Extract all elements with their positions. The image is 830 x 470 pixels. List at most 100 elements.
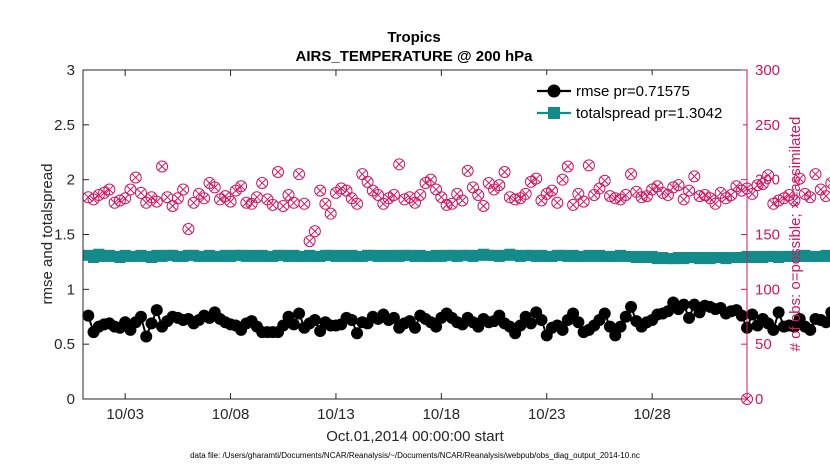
y-left-tick-label: 2	[67, 172, 75, 189]
obs-point-circle	[314, 184, 327, 197]
rmse-point	[767, 323, 780, 336]
obs-point-cross	[437, 193, 446, 202]
obs-point-cross	[268, 200, 277, 209]
obs-point	[477, 199, 490, 212]
obs-point	[804, 191, 817, 204]
obs-point-circle	[656, 186, 669, 199]
obs-point	[351, 197, 364, 210]
rmse-point	[351, 327, 364, 340]
rmse-point	[820, 316, 830, 329]
obs-point-circle	[224, 195, 237, 208]
rmse-point	[567, 307, 580, 320]
obs-point-circle	[134, 186, 147, 199]
obs-point-cross	[627, 170, 636, 179]
obs-point-cross	[126, 185, 135, 194]
obs-point-cross	[495, 181, 504, 190]
obs-point-cross	[200, 194, 209, 203]
obs-point	[393, 158, 406, 171]
obs-point-circle	[293, 168, 306, 181]
obs-point-cross	[584, 161, 593, 170]
obs-point-cross	[458, 196, 467, 205]
obs-point-cross	[758, 180, 767, 189]
obs-point-circle	[635, 191, 648, 204]
obs-point-cross	[700, 191, 709, 199]
obs-point	[709, 197, 722, 210]
obs-point-cross	[447, 199, 456, 208]
obs-point	[725, 189, 738, 202]
obs-point-cross	[532, 174, 541, 183]
obs-point-circle	[477, 199, 490, 212]
obs-point	[324, 207, 337, 220]
obs-point-circle	[277, 199, 290, 212]
totalspread-point	[820, 249, 830, 261]
obs-point-circle	[667, 181, 680, 194]
legend: rmse pr=0.71575 totalspread pr=1.3042	[531, 75, 743, 127]
obs-point-circle	[825, 177, 830, 189]
obs-point-cross	[769, 199, 778, 208]
obs-point-cross	[295, 170, 304, 179]
rmse-point	[314, 325, 327, 338]
obs-point-cross	[279, 202, 288, 210]
obs-point-cross	[305, 237, 314, 246]
obs-point	[387, 189, 400, 202]
obs-point-circle	[424, 173, 437, 186]
obs-point-circle	[567, 198, 580, 211]
legend-rmse-label: rmse pr=0.71575	[576, 83, 690, 100]
obs-point-circle	[298, 197, 311, 210]
y-left-tick-label: 3	[67, 62, 75, 79]
obs-point	[598, 174, 611, 187]
obs-point	[556, 173, 569, 186]
obs-point-cross	[395, 160, 404, 169]
obs-point-cross	[237, 182, 246, 191]
obs-point-circle	[793, 172, 806, 185]
obs-point-cross	[563, 162, 572, 171]
obs-point	[256, 176, 269, 189]
obs-point-circle	[577, 195, 590, 208]
data-file-caption: data file: /Users/gharamti/Documents/NCA…	[190, 451, 640, 460]
obs-point-cross	[711, 199, 720, 208]
y-left-tick-label: 0.5	[54, 336, 75, 353]
obs-point-circle	[198, 192, 211, 205]
legend-totalspread-label: totalspread pr=1.3042	[576, 105, 722, 122]
obs-point	[519, 187, 532, 200]
obs-point	[424, 173, 437, 186]
obs-point-circle	[751, 179, 764, 192]
obs-point-circle	[319, 197, 332, 210]
obs-point-circle	[498, 165, 511, 178]
obs-point-circle	[725, 189, 738, 202]
obs-point-cross	[210, 183, 219, 192]
obs-point-cross	[732, 182, 741, 191]
obs-point-cross	[205, 179, 214, 187]
obs-point-cross	[89, 195, 98, 204]
rmse-point	[287, 318, 300, 331]
plot-series-group	[82, 158, 830, 405]
obs-point	[145, 191, 158, 204]
x-tick-label: 10/23	[528, 406, 566, 423]
obs-point-circle	[809, 168, 822, 181]
obs-point-cross	[748, 189, 757, 198]
obs-point-cross	[816, 185, 825, 194]
obs-point-cross	[542, 189, 551, 198]
obs-point-cross	[158, 162, 167, 171]
obs-point-cross	[500, 168, 509, 176]
obs-point-cross	[226, 197, 235, 206]
obs-point-cross	[526, 177, 535, 186]
obs-point	[103, 183, 116, 196]
obs-point-circle	[804, 191, 817, 204]
rmse-point	[598, 307, 611, 320]
obs-point-circle	[119, 192, 132, 205]
obs-point-cross	[432, 185, 441, 194]
rmse-point	[82, 309, 95, 322]
obs-point-circle	[171, 192, 184, 205]
totalspread-point	[825, 250, 830, 262]
obs-point-cross	[553, 198, 562, 207]
obs-point-circle	[351, 197, 364, 210]
obs-point	[825, 177, 830, 189]
obs-point-cross	[163, 193, 172, 202]
obs-point-circle	[688, 170, 701, 183]
obs-point-cross	[411, 198, 419, 207]
x-axis-label: Oct.01,2014 00:00:00 start	[326, 428, 504, 445]
obs-point-circle	[677, 193, 690, 206]
